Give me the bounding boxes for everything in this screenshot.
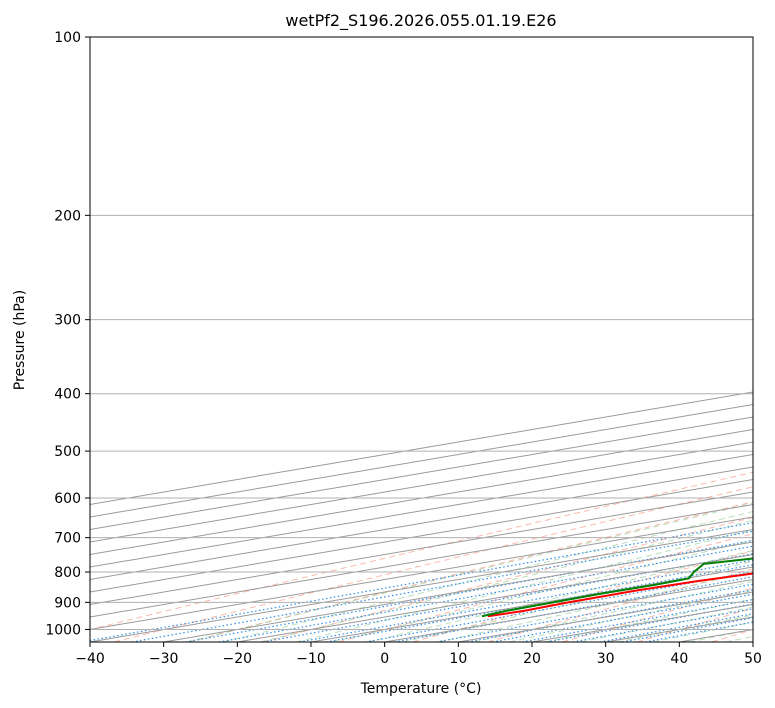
x-tick-label: −20 (223, 651, 253, 667)
pressure-gridlines (90, 37, 753, 630)
x-tick-label: 40 (670, 651, 688, 667)
x-tick-label: 0 (380, 651, 389, 667)
x-axis: −40 −30 −20 −10 0 10 20 30 40 50 (75, 642, 762, 667)
isotherm-line (90, 466, 753, 581)
isotherms (90, 391, 753, 642)
mixing-ratio-line (365, 571, 753, 642)
dry-adiabat-line (188, 501, 753, 642)
isotherm-line (90, 503, 753, 618)
x-tick-label: −30 (149, 651, 179, 667)
x-tick-label: 50 (744, 651, 762, 667)
y-tick-label: 600 (54, 491, 81, 507)
y-tick-label: 100 (54, 30, 81, 46)
isotherm-line (90, 441, 753, 556)
y-axis-label: Pressure (hPa) (12, 290, 28, 390)
y-tick-label: 1000 (45, 622, 81, 638)
mixing-ratio-line (262, 553, 753, 642)
y-tick-label: 500 (54, 444, 81, 460)
mixing-ratio-line (90, 522, 753, 642)
data-series (481, 557, 753, 618)
dewpoint-line (481, 557, 753, 618)
x-tick-label: −10 (296, 651, 326, 667)
mixing-ratio-line (131, 530, 753, 642)
y-tick-label: 200 (54, 208, 81, 224)
moist-adiabat-line (223, 511, 753, 642)
plot-frame (89, 36, 754, 643)
x-tick-label: 30 (597, 651, 615, 667)
isotherm-line (90, 453, 753, 568)
isotherm-line (90, 491, 753, 606)
isotherm-line (752, 641, 753, 642)
x-tick-label: −40 (75, 651, 105, 667)
isotherm-line (90, 428, 753, 543)
isotherm-line (90, 528, 753, 642)
moist-adiabat-line (260, 519, 753, 642)
x-tick-label: 20 (523, 651, 541, 667)
mixing-ratio-line (436, 583, 753, 642)
y-tick-label: 800 (54, 565, 81, 581)
y-tick-label: 400 (54, 387, 81, 403)
x-tick-label: 10 (449, 651, 467, 667)
y-tick-label: 900 (54, 595, 81, 611)
moist-adiabat-line (187, 502, 753, 642)
moist-adiabat-line (367, 550, 753, 642)
plot-background (90, 37, 753, 642)
isotherm-line (90, 478, 753, 593)
moist-adiabat-line (438, 571, 753, 642)
y-tick-label: 300 (54, 313, 81, 329)
moist-adiabat-line (762, 37, 775, 642)
x-axis-label: Temperature (°C) (360, 681, 482, 697)
y-tick-label: 700 (54, 531, 81, 547)
isotherm-line (90, 516, 753, 631)
y-axis: 1000 900 800 700 600 500 400 300 200 100 (45, 30, 90, 638)
dry-adiabat-line (114, 486, 753, 642)
background-lines (90, 37, 775, 642)
mixing-ratio-line (394, 576, 753, 642)
mixing-ratio-lines (90, 522, 753, 642)
chart-title: wetPf2_S196.2026.055.01.19.E26 (285, 11, 556, 31)
moist-adiabat-line (331, 539, 753, 642)
